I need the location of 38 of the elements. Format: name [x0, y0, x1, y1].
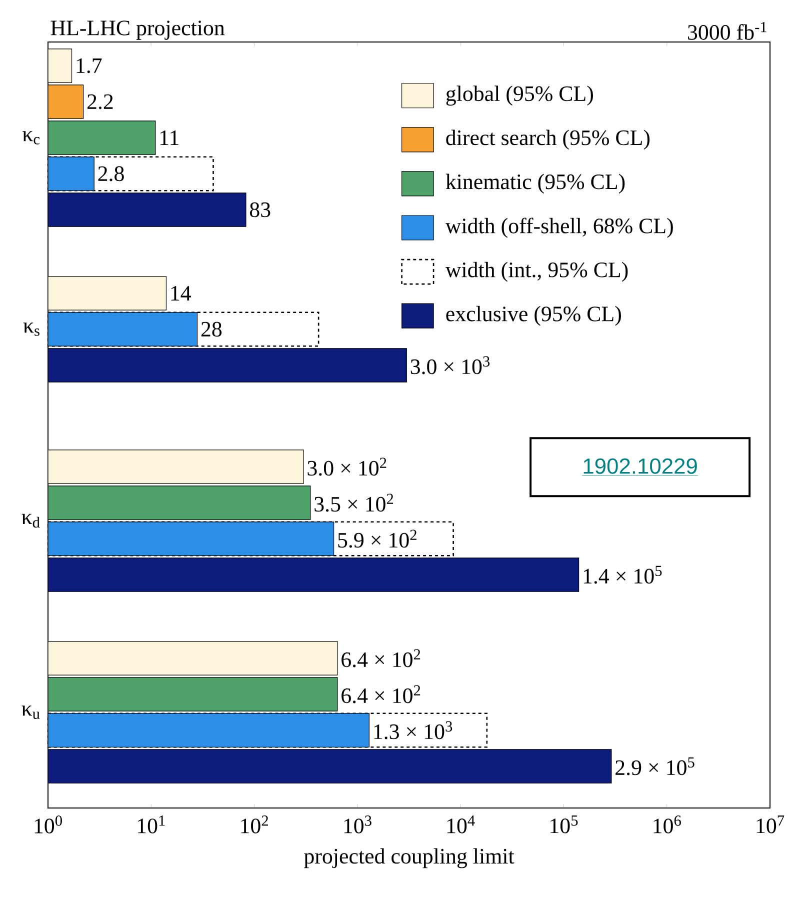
data-label: 6.4 × 10$^{2}$ — [342, 685, 420, 704]
data-label: 5.9 × 10$^{2}$ — [338, 530, 416, 548]
x-tick-label: 10$^{5}$ — [550, 816, 578, 834]
data-label: 11 — [160, 130, 178, 145]
data-label: 28 — [201, 322, 222, 337]
data-label: 2.8 — [98, 166, 124, 182]
data-label: 3.5 × 10$^{2}$ — [314, 494, 394, 512]
chart-subtitle: 3000 fb$^{-1}$ — [688, 22, 766, 40]
x-tick-label: 10$^{7}$ — [756, 816, 784, 834]
legend-label: global (95% CL) — [446, 86, 593, 106]
data-label: 2.9 × 10$^{5}$ — [616, 757, 694, 776]
x-tick-label: 10$^{1}$ — [138, 816, 165, 834]
data-label: 83 — [250, 202, 270, 218]
annotation: 1902.10229 — [584, 458, 697, 474]
chart-title: HL-LHC projection — [50, 20, 225, 40]
y-tick-label: κ$_{u}$ — [22, 706, 40, 719]
data-label: 3.0 × 10$^{3}$ — [410, 356, 490, 374]
legend-label: width (off-shell, 68% CL) — [445, 218, 673, 238]
legend-label: kinematic (95% CL) — [446, 174, 625, 194]
data-label: 3.0 × 10$^{2}$ — [308, 458, 386, 476]
y-tick-label: κ$_{c}$ — [22, 131, 40, 144]
x-tick-label: 10$^{4}$ — [447, 816, 475, 834]
x-tick-label: 10$^{6}$ — [654, 816, 681, 834]
y-tick-label: κ$_{d}$ — [22, 514, 40, 528]
data-label: 6.4 × 10$^{2}$ — [342, 649, 420, 668]
x-tick-label: 10$^{0}$ — [34, 816, 62, 834]
data-label: 1.4 × 10$^{5}$ — [584, 566, 662, 584]
x-axis-title: projected coupling limit — [304, 848, 514, 868]
x-tick-label: 10$^{2}$ — [241, 816, 268, 834]
data-label: 2.2 — [87, 94, 113, 110]
data-label: 1.7 — [76, 58, 102, 74]
legend-label: width (int., 95% CL) — [445, 262, 628, 282]
data-label: 14 — [171, 286, 191, 300]
legend-label: direct search (95% CL) — [446, 130, 650, 150]
x-tick-label: 10$^{3}$ — [344, 816, 372, 834]
legend-label: exclusive (95% CL) — [446, 306, 621, 326]
data-label: 1.3 × 10$^{3}$ — [374, 721, 452, 740]
y-tick-label: κ$_{s}$ — [23, 322, 40, 336]
